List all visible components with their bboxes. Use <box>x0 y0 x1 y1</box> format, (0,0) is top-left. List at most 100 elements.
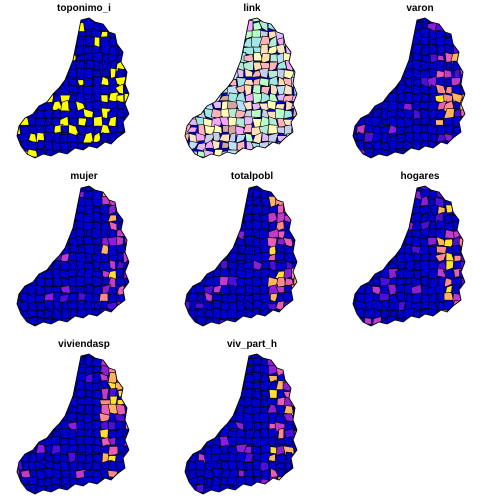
polygon <box>275 21 285 32</box>
polygon <box>284 365 293 376</box>
polygon <box>197 205 207 215</box>
polygon <box>185 148 190 158</box>
polygon <box>107 149 118 158</box>
polygon <box>17 45 22 57</box>
polygon <box>45 236 53 246</box>
polygon <box>419 159 429 166</box>
polygon <box>20 46 30 57</box>
polygon <box>293 294 297 303</box>
polygon <box>213 237 223 248</box>
polygon <box>42 203 53 216</box>
polygon <box>210 212 222 223</box>
polygon <box>363 78 376 89</box>
polygon <box>211 421 223 430</box>
polygon <box>28 83 39 95</box>
polygon <box>371 186 381 192</box>
polygon <box>27 20 36 32</box>
polygon <box>362 155 375 158</box>
polygon <box>442 316 455 326</box>
polygon <box>258 67 270 79</box>
polygon <box>379 59 391 70</box>
polygon <box>18 155 31 158</box>
polygon <box>379 84 392 94</box>
polygon <box>67 355 80 367</box>
polygon <box>28 429 40 440</box>
polygon <box>251 284 262 295</box>
polygon <box>126 459 129 472</box>
polygon <box>258 299 272 311</box>
polygon <box>59 259 71 271</box>
polygon <box>204 31 216 40</box>
polygon <box>252 381 263 390</box>
polygon <box>19 196 32 207</box>
panel-title: viv_part_h <box>227 339 277 350</box>
polygon <box>116 108 125 120</box>
polygon <box>379 45 390 57</box>
polygon <box>99 157 112 158</box>
polygon <box>292 325 297 326</box>
polygon <box>185 213 191 225</box>
polygon <box>353 28 358 39</box>
polygon <box>74 107 85 119</box>
polygon <box>26 236 39 248</box>
polygon <box>122 389 129 398</box>
polygon <box>290 213 297 224</box>
polygon <box>219 155 231 158</box>
polygon <box>228 156 239 158</box>
polygon <box>236 354 247 358</box>
polygon <box>294 446 297 457</box>
polygon <box>229 61 238 71</box>
polygon <box>227 389 240 400</box>
polygon <box>434 324 447 326</box>
polygon <box>17 403 21 416</box>
polygon <box>98 485 112 494</box>
polygon <box>27 309 39 318</box>
polygon <box>185 420 189 433</box>
polygon <box>185 198 191 206</box>
polygon <box>83 484 96 494</box>
polygon <box>185 390 190 399</box>
polygon <box>353 76 356 89</box>
polygon <box>236 188 246 198</box>
polygon <box>203 301 213 311</box>
polygon <box>187 379 199 392</box>
polygon <box>196 355 207 368</box>
polygon <box>60 157 69 158</box>
polygon <box>242 100 253 111</box>
polygon <box>276 141 285 151</box>
polygon <box>17 149 24 158</box>
polygon <box>292 357 297 368</box>
polygon <box>356 229 365 239</box>
polygon <box>218 189 231 200</box>
polygon <box>459 325 465 326</box>
polygon <box>29 18 40 25</box>
polygon <box>196 429 205 440</box>
polygon <box>227 132 237 145</box>
polygon <box>227 28 240 41</box>
polygon <box>363 68 373 81</box>
polygon <box>211 189 223 200</box>
polygon <box>60 28 68 40</box>
polygon <box>461 293 465 303</box>
polygon <box>189 54 197 62</box>
polygon <box>380 212 392 225</box>
polygon <box>354 204 367 217</box>
polygon <box>17 84 22 96</box>
polygon <box>213 492 223 494</box>
polygon <box>420 36 431 46</box>
polygon <box>459 196 465 207</box>
polygon <box>188 197 199 207</box>
map-panel-varon <box>352 17 466 166</box>
polygon <box>202 429 215 439</box>
polygon <box>211 356 221 368</box>
polygon <box>267 18 277 23</box>
polygon <box>238 28 245 39</box>
polygon <box>427 237 438 246</box>
polygon <box>107 403 119 416</box>
polygon <box>75 275 86 287</box>
polygon <box>283 307 296 321</box>
polygon <box>283 196 295 209</box>
polygon <box>459 186 465 193</box>
polygon <box>194 260 206 271</box>
polygon <box>51 229 63 240</box>
